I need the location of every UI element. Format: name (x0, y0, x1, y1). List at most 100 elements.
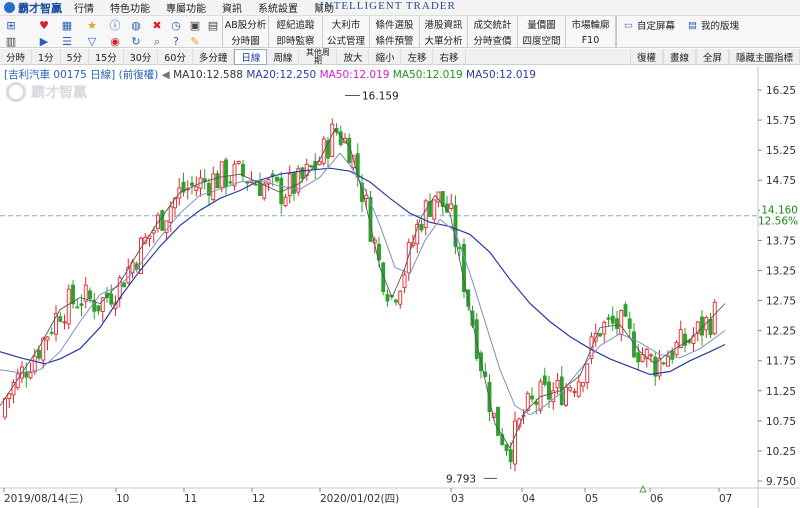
candle-body (164, 220, 169, 234)
candle-body (649, 354, 653, 357)
candle-body (377, 243, 381, 261)
adjust-button[interactable]: 復權 (629, 49, 663, 65)
candle-body (394, 299, 398, 303)
candle-body (24, 371, 29, 378)
candle-body (224, 159, 228, 188)
star-icon[interactable]: ★ (87, 18, 97, 32)
volume-price-button[interactable]: 量價圖 (518, 16, 566, 32)
print-icon[interactable]: ▤ (207, 18, 219, 32)
y-tick-label: 11.25 (766, 386, 796, 398)
grid-icon[interactable]: ▦ (61, 18, 73, 32)
candles (3, 118, 717, 472)
filter-icon[interactable]: ▽ (87, 34, 97, 48)
period-other[interactable]: 其他周期 (299, 48, 338, 65)
candle-body (496, 406, 500, 436)
refresh-icon[interactable]: ↻ (131, 34, 141, 48)
move-left-button[interactable]: 左移 (401, 48, 434, 65)
market-profile-button[interactable]: 市場輪廓 (566, 16, 616, 32)
candle-body (190, 182, 194, 186)
clock-icon[interactable]: ◷ (171, 18, 181, 32)
candle-body (598, 333, 602, 337)
period-60min[interactable]: 60分 (158, 48, 193, 65)
candle-body (564, 386, 568, 406)
help-icon[interactable]: ? (173, 34, 179, 48)
big-order-button[interactable]: 大單分析 (420, 32, 468, 48)
trash-icon[interactable]: ▥ (5, 34, 17, 48)
x-tick-label: 2020/01/02(四) (320, 493, 399, 505)
custom-screen-button[interactable]: ▭ 自定屏幕 (624, 18, 675, 33)
pencil-icon[interactable]: ✎ (190, 34, 200, 48)
candle-body (266, 178, 271, 185)
candle-body (139, 237, 143, 275)
hk-info-button[interactable]: 港股資訊 (420, 16, 468, 32)
x-tick-label: 04 (522, 493, 536, 505)
candle-body (428, 200, 432, 217)
adjust-label: (前復權) (118, 69, 159, 81)
candle-body (423, 200, 428, 229)
save-icon[interactable]: ▣ (189, 18, 201, 32)
candle-body (37, 349, 41, 359)
realtime-monitor-button[interactable]: 即時監察 (269, 32, 323, 48)
timeshare-query-button[interactable]: 分時查價 (468, 32, 518, 48)
ma50-line (0, 167, 726, 376)
f10-button[interactable]: F10 (566, 32, 616, 48)
stock-screener-button[interactable]: 條件選股 (370, 16, 420, 32)
menu-item-help[interactable]: 幫助 (314, 4, 334, 15)
menu-item-info[interactable]: 資訊 (222, 4, 242, 15)
app-logo[interactable]: 霸才智贏 (0, 0, 66, 16)
period-daily[interactable]: 日線 (234, 48, 268, 65)
period-5min[interactable]: 5分 (61, 48, 90, 65)
info-icon[interactable]: ⓘ (109, 18, 121, 32)
menu-item-features[interactable]: 特色功能 (110, 4, 150, 15)
fullscreen-button[interactable]: 全屏 (695, 49, 729, 65)
candlestick-chart[interactable]: 16.2515.7515.2514.7514.2513.7513.2512.75… (0, 66, 800, 508)
list-icon[interactable]: ☰ (62, 34, 72, 48)
menu-item-exclusive[interactable]: 專屬功能 (166, 4, 206, 15)
candle-body (105, 292, 109, 299)
big-market-button[interactable]: 大利市 (323, 16, 370, 32)
play-icon[interactable]: ▶ (39, 34, 49, 48)
period-30min[interactable]: 30分 (124, 48, 159, 65)
y-tick-label: 12.25 (766, 326, 796, 338)
move-right-button[interactable]: 右移 (433, 48, 466, 65)
period-1min[interactable]: 1分 (32, 48, 61, 65)
heart-icon[interactable]: ♥ (39, 18, 49, 32)
candle-body (534, 401, 539, 405)
draw-line-button[interactable]: 畫線 (662, 49, 696, 65)
volume-stats-button[interactable]: 成交統計 (468, 16, 518, 32)
period-15min[interactable]: 15分 (89, 48, 124, 65)
menu-item-quotes[interactable]: 行情 (74, 4, 94, 15)
hide-indicator-button[interactable]: 隱藏主圖指標 (728, 49, 800, 65)
candle-body (3, 398, 7, 418)
globe-icon[interactable]: ◍ (131, 18, 141, 32)
candle-body (317, 160, 322, 166)
formula-manager-button[interactable]: 公式管理 (323, 32, 370, 48)
search-icon[interactable]: ⌕ (153, 34, 161, 48)
candle-body (568, 387, 573, 391)
zoom-in-button[interactable]: 放大 (337, 48, 370, 65)
timeshare-button[interactable]: 分時圖 (223, 32, 269, 48)
menu-item-settings[interactable]: 系統設置 (258, 4, 298, 15)
period-weekly[interactable]: 周線 (267, 48, 300, 65)
zoom-out-button[interactable]: 縮小 (369, 48, 402, 65)
close-icon[interactable]: ✖ (152, 18, 162, 32)
y-tick-label: 9.750 (766, 476, 796, 488)
alert-icon[interactable]: ◉ (110, 34, 120, 48)
condition-alert-button[interactable]: 條件預警 (370, 32, 420, 48)
candle-body (96, 305, 101, 312)
add-icon[interactable]: ⊞ (6, 18, 16, 32)
period-timeshare[interactable]: 分時 (0, 48, 33, 65)
candle-body (296, 168, 301, 193)
period-multi-min[interactable]: 多分鐘 (193, 48, 235, 65)
candle-body (440, 191, 445, 207)
candle-body (241, 163, 245, 177)
y-tick-label: 13.75 (766, 235, 796, 247)
candle-body (453, 204, 458, 247)
my-board-button[interactable]: ▤ 我的版塊 (688, 18, 739, 33)
candle-body (504, 444, 509, 451)
ab-share-button[interactable]: AB股分析 (223, 16, 269, 32)
candle-body (666, 356, 670, 367)
four-dimension-button[interactable]: 四度空間 (518, 32, 566, 48)
y-tick-label: 10.75 (766, 416, 796, 428)
broker-track-button[interactable]: 經紀追蹤 (269, 16, 323, 32)
